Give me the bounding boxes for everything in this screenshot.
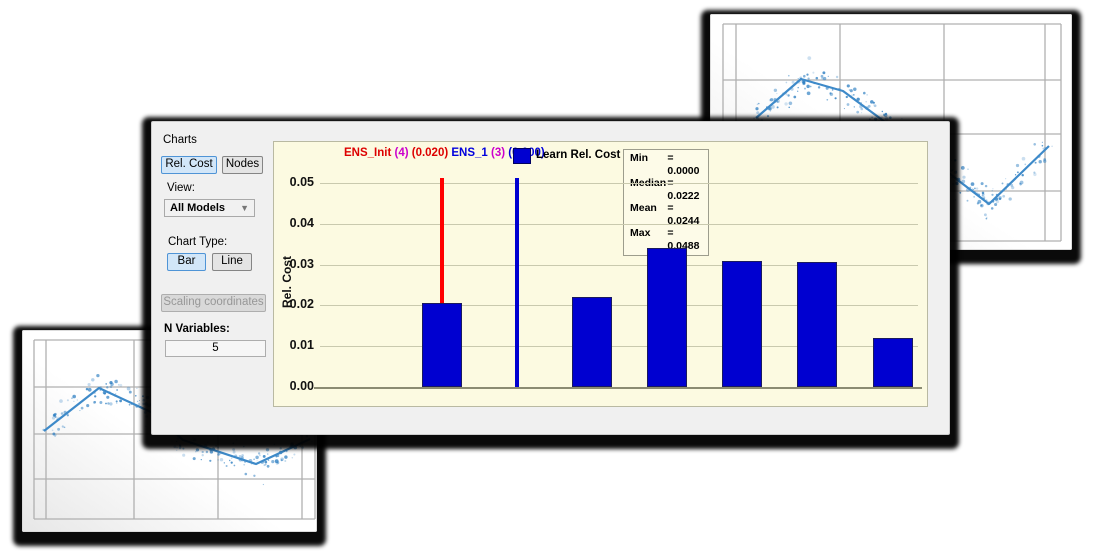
x-axis-line — [314, 387, 922, 389]
gridline — [320, 346, 918, 348]
rel-cost-button[interactable]: Rel. Cost — [161, 156, 217, 174]
nodes-button[interactable]: Nodes — [222, 156, 263, 174]
y-tick-label: 0.04 — [289, 215, 314, 230]
line-button[interactable]: Line — [212, 253, 252, 271]
model-marker-line — [440, 178, 444, 304]
chart-title-segment: (0.020) — [408, 147, 449, 159]
chart-title-segment: ENS_Init — [344, 147, 392, 159]
stats-row: Max = 0.0488 — [630, 227, 700, 252]
view-dropdown-value: All Models — [170, 202, 226, 214]
gridline — [320, 264, 918, 266]
gridline — [320, 183, 918, 184]
bar[interactable] — [873, 338, 913, 387]
model-marker-line — [515, 178, 519, 387]
n-variables-label: N Variables: — [164, 323, 230, 335]
chart-title-segment: (4) — [391, 147, 409, 159]
y-tick-label: 0.01 — [289, 338, 314, 353]
bar[interactable] — [797, 261, 837, 387]
gridline — [320, 305, 918, 307]
n-variables-field[interactable]: 5 — [165, 340, 266, 357]
bar-button[interactable]: Bar — [167, 253, 206, 271]
bar[interactable] — [422, 303, 462, 387]
stats-row: Mean = 0.0244 — [630, 202, 700, 227]
y-tick-label: 0.05 — [289, 175, 314, 189]
chart-title-segment: (3) — [487, 147, 506, 159]
scaling-coordinates-button[interactable]: Scaling coordinates — [161, 294, 266, 312]
legend-label: Learn Rel. Cost — [536, 149, 621, 161]
view-label: View: — [167, 182, 195, 194]
chevron-down-icon: ▼ — [240, 203, 249, 213]
stats-row: Min = 0.0000 — [630, 152, 700, 177]
gridline — [320, 223, 918, 225]
bar[interactable] — [722, 260, 762, 387]
view-dropdown[interactable]: All Models ▼ — [164, 199, 255, 217]
charts-label: Charts — [163, 134, 197, 146]
y-tick-label: 0.03 — [289, 256, 314, 271]
charts-window[interactable]: Charts Rel. Cost Nodes View: All Models … — [151, 121, 950, 435]
legend-swatch — [513, 148, 531, 164]
chart-title-segment: ENS_1 — [448, 147, 488, 159]
bar-plot: 0.00 0.01 0.02 0.03 0.04 0.05 — [274, 142, 927, 406]
chart-type-label: Chart Type: — [168, 236, 228, 248]
y-tick-label: 0.00 — [289, 379, 314, 393]
y-tick-label: 0.02 — [289, 297, 314, 312]
bar[interactable] — [647, 247, 687, 387]
bar[interactable] — [572, 296, 612, 387]
chart-panel: ENS_Init (4) (0.020) ENS_1 (3) (0.000) L… — [273, 141, 928, 407]
